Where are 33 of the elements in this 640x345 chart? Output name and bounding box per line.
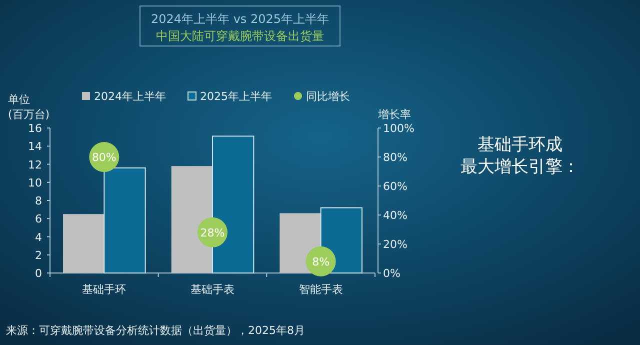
y-axis-title: 单位 (百万台) [8,93,50,121]
x-tick-label: 智能手表 [298,283,343,296]
text: 最大增长引擎： [460,157,580,177]
x-tick-label: 基础手表 [190,283,234,296]
data-label: 80% [92,151,116,164]
legend-label: 同比增长 [306,90,350,103]
y-tick-label: 10 [28,176,42,190]
bar [104,167,146,274]
y-tick-label: 16 [28,122,42,135]
y-tick-label: 12 [28,158,42,172]
y2-axis-title: 增长率 [377,108,411,121]
text: 基础手环成 [478,135,562,155]
bar [63,214,104,273]
source-note: 来源：可穿戴腕带设备分析统计数据（出货量），2025年8月 [6,324,305,337]
x-tick-label: 基础手环 [82,283,126,296]
y2-tick-label: 80% [383,151,408,164]
chart-subtitle: 中国大陆可穿戴腕带设备出货量 [156,29,324,43]
y-tick-label: 2 [35,248,42,262]
y-tick-label: 4 [35,230,42,244]
y2-tick-label: 60% [383,180,408,193]
y-tick-label: 0 [35,267,42,280]
y2-tick-label: 20% [383,238,408,251]
y2-tick-label: 100% [383,122,414,135]
data-label: 8% [312,255,330,268]
y-tick-label: 6 [35,212,42,226]
y2-tick-label: 0% [383,267,400,280]
y-tick-label: 8 [35,194,42,208]
y2-tick-label: 40% [383,209,408,222]
legend-label: 2025年上半年 [200,90,272,103]
legend-label: 2024年上半年 [94,90,166,103]
y-tick-label: 14 [28,140,42,154]
data-label: 28% [200,226,225,240]
chart-title: 2024年上半年 vs 2025年上半年 [150,12,330,26]
